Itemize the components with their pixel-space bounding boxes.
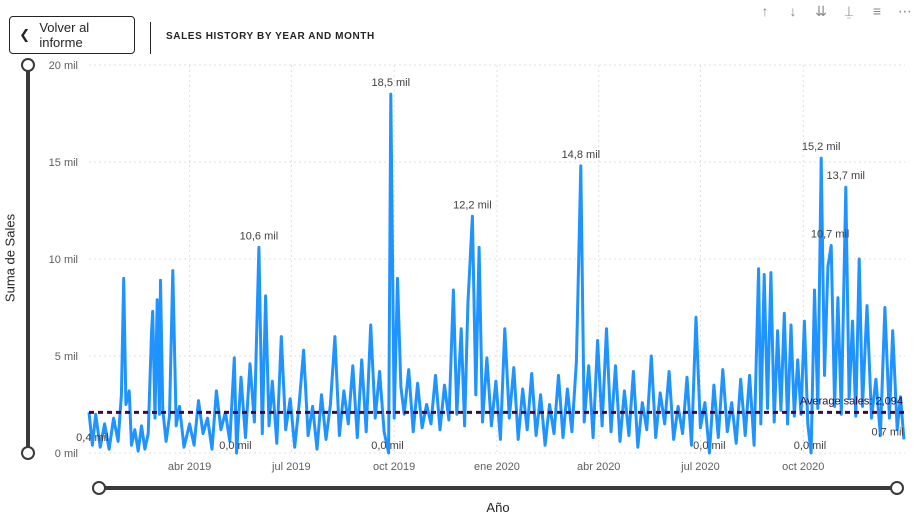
x-tick-label: abr 2019 [168,461,211,473]
y-axis-title: Suma de Sales [2,213,18,303]
y-tick-label: 20 mil [49,60,78,72]
y-tick-label: 0 mil [55,448,78,460]
data-label: 10,7 mil [811,228,850,240]
data-label: 10,6 mil [240,230,279,242]
x-axis-title: Año [486,500,510,515]
x-tick-label: jul 2019 [271,461,311,473]
data-label: 0,0 mil [371,440,403,452]
back-to-report-button[interactable]: ❮ Volver al informe [9,16,135,54]
x-tick-label: abr 2020 [577,461,620,473]
visual-title: SALES HISTORY BY YEAR AND MONTH [166,31,375,42]
data-label: 18,5 mil [372,77,411,89]
header-divider [150,22,151,54]
y-range-slider-top-handle[interactable] [21,58,35,72]
hierarchy-icon[interactable]: ⍊ [844,2,854,19]
x-tick-label: ene 2020 [474,461,520,473]
average-label: Average sales: 2,094 [800,395,903,407]
filter-icon[interactable]: ≡ [872,3,882,19]
data-label: 0,4 mil [76,432,108,444]
visual-header-toolbar: ↑ ↓ ⇊ ⍊ ≡ ⋯ [753,2,917,20]
y-tick-label: 5 mil [55,351,78,363]
x-tick-label: jul 2020 [680,461,720,473]
back-button-label: Volver al informe [39,20,90,50]
data-label: 13,7 mil [826,170,865,182]
y-tick-label: 15 mil [49,157,78,169]
x-range-slider-left-handle[interactable] [92,481,106,495]
y-range-slider-bottom-handle[interactable] [21,446,35,460]
x-tick-label: oct 2020 [782,461,824,473]
expand-next-level-icon[interactable]: ⇊ [815,2,827,19]
chevron-left-icon: ❮ [19,27,31,42]
x-range-slider-right-handle[interactable] [890,481,904,495]
data-label: 0,0 mil [693,440,725,452]
data-label: 0,0 mil [794,440,826,452]
more-options-icon[interactable]: ⋯ [898,2,912,19]
drill-down-icon[interactable]: ↓ [789,3,797,19]
data-label: 14,8 mil [562,149,601,161]
series-line [87,92,906,455]
drill-up-icon[interactable]: ↑ [761,3,769,19]
data-label: 12,2 mil [453,199,492,211]
data-label: 15,2 mil [802,141,841,153]
data-label: 0,0 mil [219,440,251,452]
y-tick-label: 10 mil [49,254,78,266]
data-label: 0,7 mil [871,426,903,438]
x-tick-label: oct 2019 [373,461,415,473]
